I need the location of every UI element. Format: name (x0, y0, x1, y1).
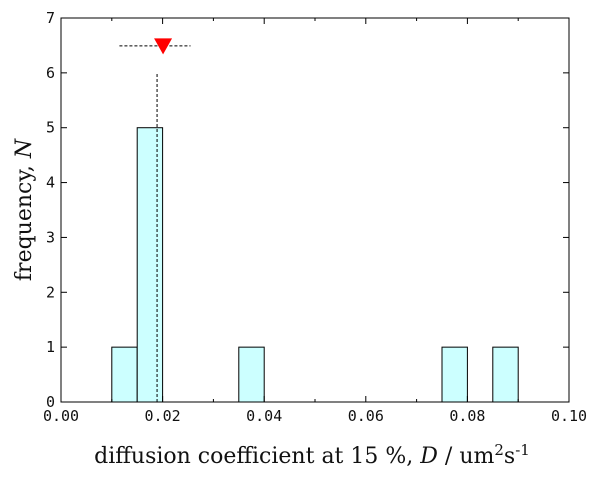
mean-marker-triangle (154, 38, 173, 55)
y-axis-label-text: frequency, (12, 165, 37, 281)
bars-layer (111, 127, 519, 403)
histogram-bar (492, 346, 519, 403)
x-axis-label-var: D (419, 444, 438, 469)
x-tick-label: 0.00 (43, 407, 79, 425)
histogram-bar (111, 346, 138, 403)
x-axis-label-unit-s: s (504, 444, 515, 469)
histogram-bar (238, 346, 265, 403)
x-tick-label: 0.06 (348, 407, 384, 425)
histogram-bar (441, 346, 468, 403)
y-tick-label: 5 (46, 119, 55, 137)
x-axis-label-text: diffusion coefficient at 15 %, (94, 444, 413, 469)
x-axis-label-sup2: -1 (515, 441, 530, 459)
ticks-layer (60, 17, 570, 403)
y-tick-label: 4 (46, 174, 55, 192)
y-tick-label: 3 (46, 228, 55, 246)
x-tick-label: 0.10 (551, 407, 587, 425)
x-tick-label: 0.04 (246, 407, 282, 425)
y-tick-label: 0 (46, 393, 55, 411)
y-tick-label: 6 (46, 64, 55, 82)
histogram-bar (136, 127, 164, 403)
x-axis-label-unit: / um (445, 444, 495, 469)
y-tick-label: 2 (46, 283, 55, 301)
y-axis-label-var: N (12, 138, 37, 159)
mean-marker-layer (119, 38, 191, 402)
tick-labels-layer: 0.00 0.02 0.04 0.06 0.08 0.10 0 1 2 3 4 5 6 7 (43, 9, 587, 425)
y-tick-label: 7 (46, 9, 55, 27)
x-axis-label-sup1: 2 (494, 441, 504, 459)
y-axis-label: frequency, N (12, 138, 37, 281)
x-tick-label: 0.08 (449, 407, 485, 425)
x-tick-label: 0.02 (145, 407, 181, 425)
y-tick-label: 1 (46, 338, 55, 356)
x-axis-label: diffusion coefficient at 15 %, D / um2s-… (94, 441, 530, 469)
